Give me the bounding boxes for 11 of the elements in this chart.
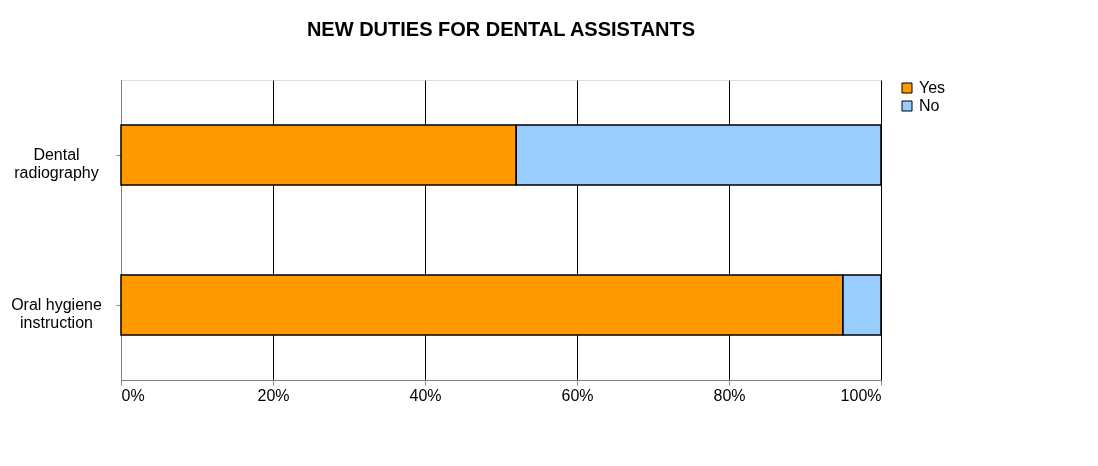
x-tick-label: 80% (713, 386, 746, 404)
legend-label: No (919, 97, 940, 114)
x-tick-label: 20% (257, 386, 290, 404)
x-tick-label: 100% (840, 386, 882, 404)
y-tick-label: Oral hygiene instruction (11, 296, 102, 331)
x-tick-label: 40% (409, 386, 442, 404)
x-tick-label: 0% (121, 386, 145, 404)
legend-label: Yes (919, 79, 946, 96)
x-tick-label: 60% (561, 386, 594, 404)
chart-title: NEW DUTIES FOR DENTAL ASSISTANTS (306, 18, 696, 40)
y-tick-label: Dental radiography (14, 146, 99, 181)
